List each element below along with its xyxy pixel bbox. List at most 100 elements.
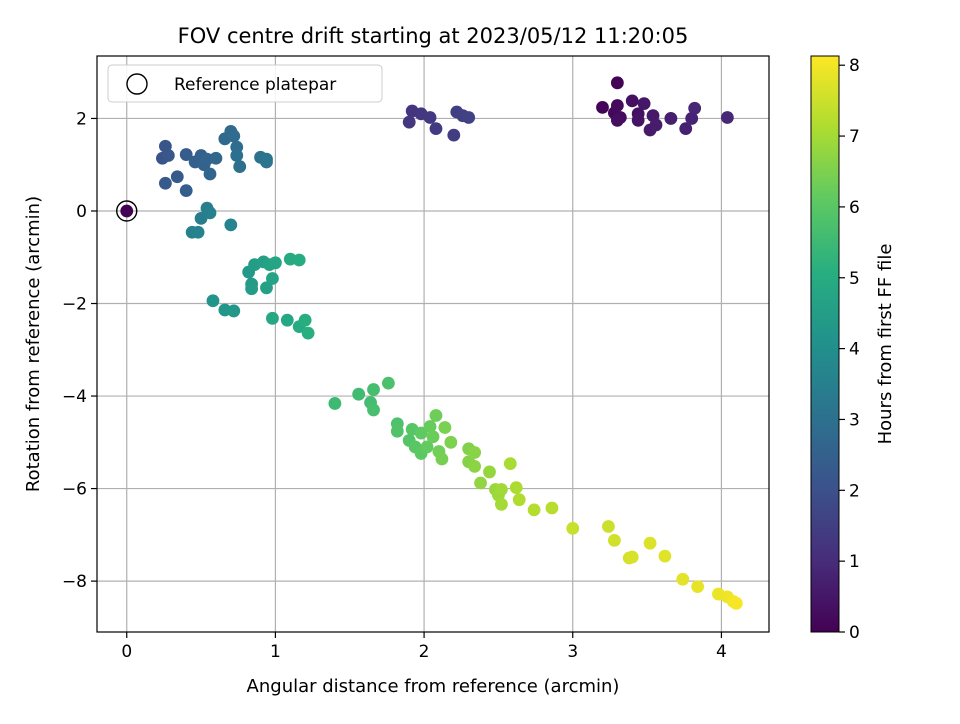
data-point [402,115,416,129]
data-point [260,281,273,295]
data-point [233,160,247,173]
x-tick-label: 2 [419,642,430,662]
data-point [298,313,312,327]
data-point [269,256,282,270]
data-point [610,113,624,127]
data-point [643,536,657,550]
data-point [649,118,663,132]
data-point [426,430,440,444]
data-point [468,459,482,473]
data-point [161,149,175,162]
data-point [483,465,496,479]
data-point [637,97,651,111]
data-point [420,440,434,454]
colorbar-ticks: 0 1 2 3 4 5 6 7 8 [839,56,860,643]
data-point [423,420,437,433]
data-point [688,101,702,115]
colorbar: 0 1 2 3 4 5 6 7 8 Hours from first FF file [810,55,896,643]
data-point [474,476,487,490]
x-tick-label: 1 [270,642,281,662]
reference-point-fill [120,204,134,218]
x-ticks: 0 1 2 3 4 [121,632,727,662]
data-point [266,311,279,325]
data-point [203,167,217,181]
x-axis-label: Angular distance from reference (arcmin) [247,676,620,697]
data-point [179,148,193,161]
plot-frame [96,55,770,633]
data-point [664,112,678,125]
data-point [607,533,621,547]
colorbar-tick-label: 2 [849,481,860,501]
data-point [158,176,172,190]
data-point [658,549,672,563]
data-point [328,397,342,410]
data-point [301,326,315,340]
data-point [566,521,580,535]
data-point [610,99,624,112]
data-point [438,421,452,434]
data-point [494,497,508,511]
data-point [444,435,458,449]
data-point [381,376,395,390]
colorbar-tick-label: 8 [849,56,860,76]
y-axis-label: Rotation from reference (arcmin) [23,196,44,492]
colorbar-gradient [810,55,840,633]
data-point [260,155,273,169]
data-point [367,403,380,417]
y-ticks: 2 0 −2 −4 −6 −8 [62,109,97,592]
x-tick-label: 4 [716,642,727,662]
data-point [367,383,380,396]
y-tick-label: 2 [76,109,87,129]
data-point [429,409,443,422]
y-tick-label: −6 [62,480,87,500]
chart-title: FOV centre drift starting at 2023/05/12 … [178,24,689,48]
data-point [596,100,609,114]
data-point [527,503,541,517]
data-point [245,282,259,296]
colorbar-tick-label: 1 [849,552,860,572]
data-point [602,520,615,533]
legend-entry-reference: Reference platepar [174,75,336,95]
data-point [625,550,639,564]
data-point [494,483,508,496]
data-point [230,149,244,162]
colorbar-tick-label: 6 [849,198,860,218]
data-point [390,424,404,438]
data-point [224,218,238,232]
reference-marker [116,200,138,222]
data-point [352,387,366,401]
colorbar-tick-label: 7 [849,127,860,147]
x-tick-label: 3 [567,642,578,662]
data-point [266,272,279,285]
colorbar-tick-label: 4 [849,340,860,360]
legend-box [107,64,383,103]
data-point [191,225,205,239]
data-point [545,501,559,515]
data-point [203,206,217,220]
data-point [509,481,523,495]
legend: Reference platepar [107,64,383,103]
data-point [676,572,690,586]
data-point [610,76,624,90]
data-point [209,151,223,165]
data-point [462,111,476,124]
data-point [170,170,184,184]
legend-marker-circle [126,73,148,95]
data-point [435,452,449,466]
data-point [227,304,241,318]
data-points [156,76,743,610]
data-point [720,111,734,124]
colorbar-tick-label: 0 [849,623,860,643]
grid-lines [97,56,769,632]
colorbar-tick-label: 3 [849,410,860,430]
data-point [179,184,193,198]
y-tick-label: −8 [62,572,87,592]
data-point [679,122,693,136]
colorbar-tick-label: 5 [849,269,860,289]
data-point [414,426,428,440]
data-point [631,113,645,127]
data-point [729,596,743,610]
y-tick-label: −2 [62,295,87,315]
